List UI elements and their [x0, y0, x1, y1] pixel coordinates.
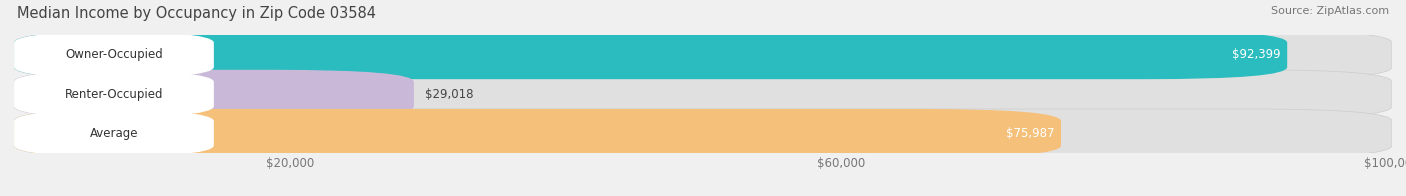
FancyBboxPatch shape — [14, 70, 214, 118]
Text: $92,399: $92,399 — [1232, 48, 1281, 61]
Text: Median Income by Occupancy in Zip Code 03584: Median Income by Occupancy in Zip Code 0… — [17, 6, 375, 21]
Text: Owner-Occupied: Owner-Occupied — [65, 48, 163, 61]
Text: $29,018: $29,018 — [425, 88, 474, 101]
FancyBboxPatch shape — [14, 109, 1392, 158]
FancyBboxPatch shape — [14, 70, 1392, 118]
Text: Renter-Occupied: Renter-Occupied — [65, 88, 163, 101]
FancyBboxPatch shape — [14, 31, 1392, 79]
FancyBboxPatch shape — [14, 31, 1288, 79]
FancyBboxPatch shape — [14, 31, 214, 79]
Text: Average: Average — [90, 127, 138, 140]
FancyBboxPatch shape — [14, 109, 1062, 158]
FancyBboxPatch shape — [14, 70, 413, 118]
FancyBboxPatch shape — [14, 109, 214, 158]
Text: Source: ZipAtlas.com: Source: ZipAtlas.com — [1271, 6, 1389, 16]
Text: $75,987: $75,987 — [1005, 127, 1054, 140]
